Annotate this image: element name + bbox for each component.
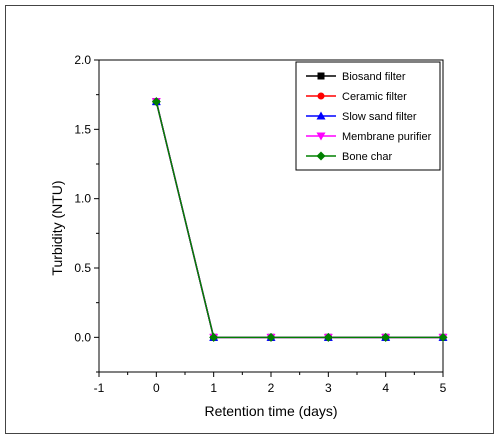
legend-label: Membrane purifier [342, 131, 432, 143]
series-bone-char [151, 97, 448, 342]
legend-marker [316, 111, 326, 120]
legend: Biosand filter Ceramic filter Slow sand fi… [295, 61, 441, 171]
legend-label: Ceramic filter [342, 91, 407, 103]
y-axis: 0.0 0.5 1.0 1.5 2.0 [74, 53, 99, 373]
legend-marker [316, 151, 326, 161]
y-tick-label: 0.5 [74, 261, 91, 275]
legend-item: Membrane purifier [306, 131, 432, 143]
data-point [438, 332, 448, 342]
series-layer [151, 97, 448, 342]
data-point [209, 332, 219, 342]
series-line [155, 101, 443, 339]
data-point [151, 97, 161, 107]
data-point [323, 332, 333, 342]
legend-label: Slow sand filter [342, 111, 417, 123]
plot-area: -1 0 1 2 3 4 5 0.0 0.5 1.0 1.5 2.0 [74, 53, 448, 395]
x-tick-label: 0 [153, 381, 160, 395]
y-axis-label: Turbidity (NTU) [49, 180, 65, 275]
x-tick-label: 3 [325, 381, 332, 395]
legend-marker [316, 132, 326, 141]
legend-label: Bone char [342, 151, 392, 163]
data-point [381, 332, 391, 342]
y-tick-label: 2.0 [74, 53, 91, 67]
data-point [266, 332, 276, 342]
y-tick-label: 0.0 [74, 330, 91, 344]
x-axis-label: Retention time (days) [204, 403, 337, 419]
x-tick-label: 4 [382, 381, 389, 395]
y-tick-label: 1.0 [74, 192, 91, 206]
legend-item: Ceramic filter [306, 91, 407, 103]
x-tick-label: 5 [440, 381, 447, 395]
x-tick-label: 1 [210, 381, 217, 395]
legend-label: Biosand filter [342, 71, 406, 83]
legend-item: Slow sand filter [306, 111, 417, 123]
legend-marker [317, 72, 325, 80]
legend-item: Bone char [306, 151, 392, 163]
x-tick-label: 2 [268, 381, 275, 395]
x-tick-label: -1 [94, 381, 105, 395]
legend-marker [317, 92, 325, 100]
y-tick-label: 1.5 [74, 122, 91, 136]
x-axis: -1 0 1 2 3 4 5 [94, 372, 447, 395]
legend-item: Biosand filter [306, 71, 406, 83]
